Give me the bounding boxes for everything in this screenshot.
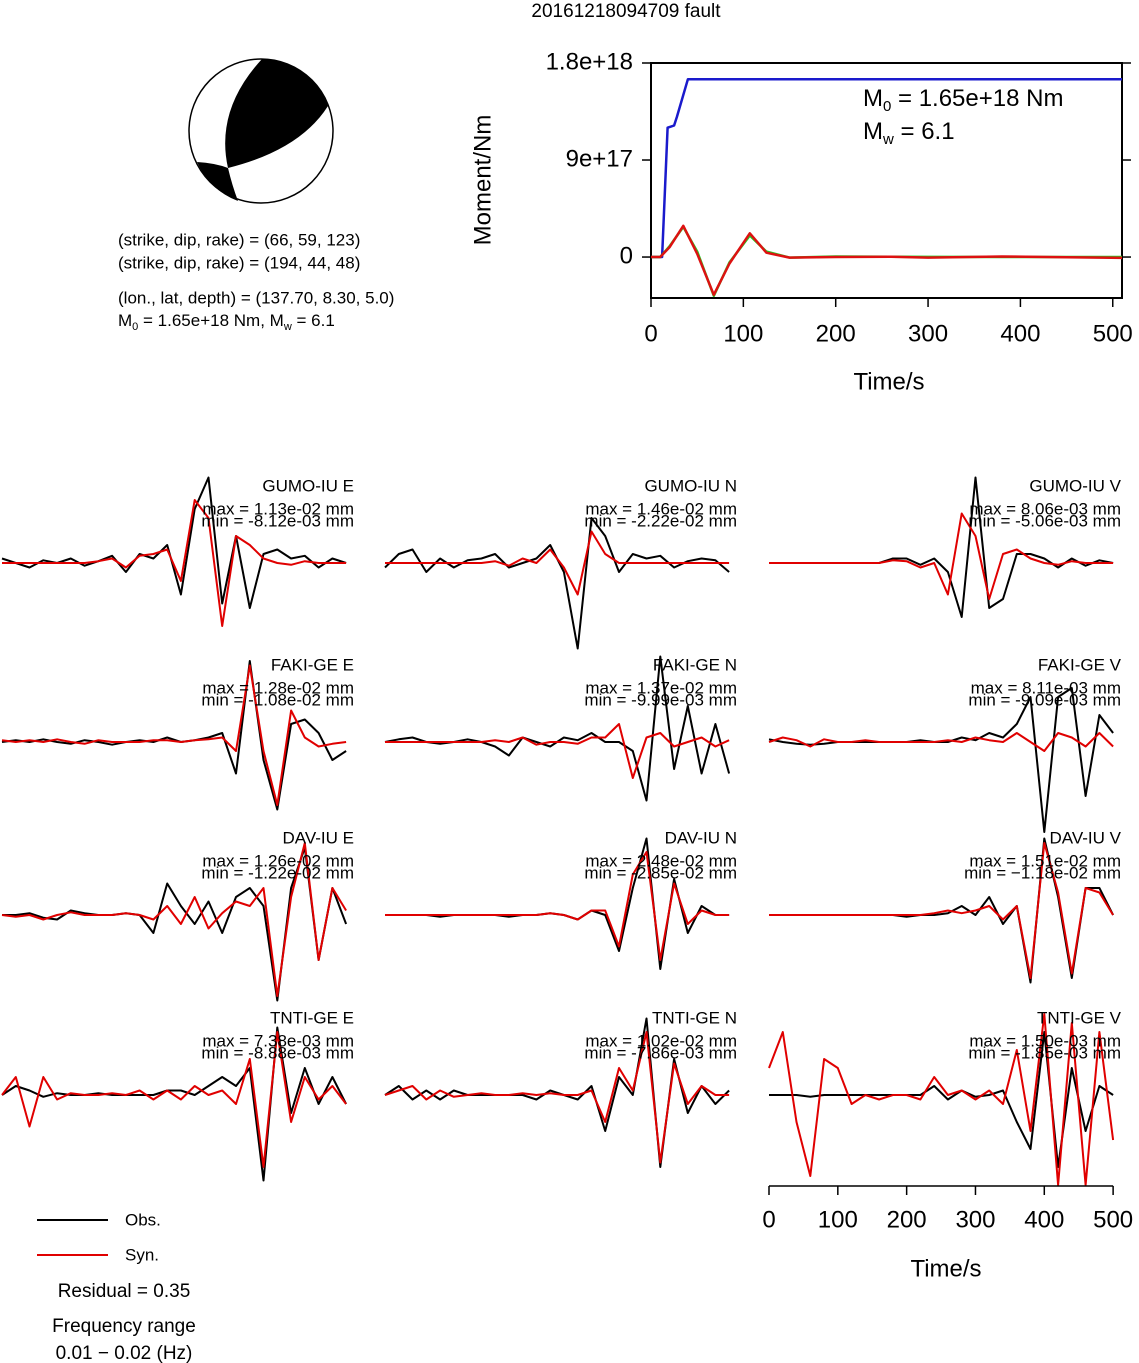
x-tick-label: 0 [644, 320, 657, 347]
info-line: M0 = 1.65e+18 Nm, Mw = 6.1 [118, 311, 335, 332]
moment-line [651, 224, 1123, 297]
synthetic-trace [1, 1031, 347, 1168]
x-tick-label: 500 [1093, 320, 1133, 347]
y-axis-title: Moment/Nm [469, 115, 496, 246]
info-part: 0 [132, 321, 138, 333]
observed-trace [1, 660, 347, 811]
min-label: min = -2.22e-02 mm [584, 511, 737, 530]
annotation-part: M [863, 118, 883, 145]
observed-trace [1, 1026, 347, 1182]
station-label: FAKI-GE E [271, 655, 354, 674]
x-tick-label: 400 [1000, 320, 1040, 347]
station-label: TNTI-GE V [1037, 1008, 1122, 1027]
annotation: M0 = 1.65e+18 Nm [863, 85, 1063, 115]
station-label: GUMO-IU N [644, 476, 737, 495]
max-label: max = 1.50e-03 mm [969, 1031, 1121, 1050]
annotation-part: = 1.65e+18 Nm [891, 85, 1063, 112]
synthetic-trace [2, 499, 347, 627]
x-tick-label: 0 [762, 1206, 775, 1233]
min-label: min = -1.22e-02 mm [201, 863, 354, 882]
synthetic-trace [768, 1013, 1115, 1186]
station-label: DAV-IU V [1050, 828, 1122, 847]
station-label: GUMO-IU E [262, 476, 354, 495]
frequency-label: 0.01 − 0.02 (Hz) [56, 1343, 193, 1363]
station-label: DAV-IU E [283, 828, 354, 847]
annotation-part: w [882, 131, 894, 148]
min-label: min = -1.08e-02 mm [201, 690, 354, 709]
info-part: M [118, 311, 132, 330]
min-label: min = -2.85e-02 mm [584, 863, 737, 882]
min-label: min = -8.12e-03 mm [201, 511, 354, 530]
min-label: min = -9.09e-03 mm [968, 690, 1121, 709]
y-tick-label: 9e+17 [566, 145, 633, 172]
x-tick-label: 200 [887, 1206, 927, 1233]
min-label: min = -7.86e-03 mm [584, 1043, 737, 1062]
synthetic-trace [769, 512, 1114, 600]
x-tick-label: 300 [955, 1206, 995, 1233]
max-label: max = 1.26e-02 mm [202, 851, 354, 870]
station-label: FAKI-GE V [1038, 655, 1122, 674]
max-label: max = 1.51e-02 mm [969, 851, 1121, 870]
station-label: TNTI-GE N [652, 1008, 737, 1027]
x-tick-label: 400 [1024, 1206, 1064, 1233]
max-label: max = 2.48e-02 mm [585, 851, 737, 870]
synthetic-trace [385, 723, 730, 779]
max-label: max = 8.11e-03 mm [971, 678, 1121, 697]
station-label: DAV-IU N [665, 828, 737, 847]
info-part: = 1.65e+18 Nm, M [138, 311, 284, 330]
annotation-part: = 6.1 [894, 118, 955, 145]
synthetic-trace [1, 842, 347, 997]
min-label: min = -9.99e-03 mm [584, 690, 737, 709]
synthetic-trace [1, 664, 347, 806]
beachball [188, 58, 334, 204]
max-label: max = 1.28e-02 mm [202, 678, 354, 697]
figure-title: 20161218094709 fault [531, 1, 721, 22]
max-label: max = 1.37e-02 mm [585, 678, 737, 697]
min-label: min = -5.06e-03 mm [968, 511, 1121, 530]
annotation-part: 0 [883, 98, 891, 115]
info-part: = 6.1 [292, 311, 335, 330]
x-tick-label: 500 [1093, 1206, 1133, 1233]
max-label: max = 8.06e-03 mm [969, 499, 1121, 518]
synthetic-trace [768, 732, 1114, 752]
min-label: min = -1.85e-03 mm [968, 1043, 1121, 1062]
x-tick-label: 300 [908, 320, 948, 347]
legend-label: Syn. [125, 1245, 159, 1264]
synthetic-trace [385, 530, 730, 596]
x-axis-title: Time/s [910, 1255, 981, 1282]
max-label: max = 1.46e-02 mm [585, 499, 737, 518]
x-axis-title: Time/s [853, 368, 924, 395]
x-tick-label: 200 [816, 320, 856, 347]
plot-frame [650, 62, 1123, 299]
info-line: (strike, dip, rake) = (194, 44, 48) [118, 253, 360, 272]
station-label: GUMO-IU V [1029, 476, 1121, 495]
y-tick-label: 1.8e+18 [546, 48, 633, 75]
moment-line [651, 77, 1122, 259]
max-label: max = 1.13e-02 mm [202, 499, 354, 518]
residual: Residual = 0.35 [58, 1281, 191, 1302]
station-label: TNTI-GE E [270, 1008, 354, 1027]
info-part: w [283, 321, 292, 333]
beachball-compression [225, 59, 328, 168]
synthetic-trace [385, 851, 730, 961]
station-label: FAKI-GE N [653, 655, 737, 674]
min-label: min = -8.88e-03 mm [201, 1043, 354, 1062]
max-label: max = 7.38e-03 mm [202, 1031, 354, 1050]
annotation-part: M [863, 85, 883, 112]
max-label: max = 1.02e-02 mm [585, 1031, 737, 1050]
synthetic-trace [384, 1031, 730, 1164]
min-label: min = −1.18e-02 mm [964, 863, 1121, 882]
y-tick-label: 0 [620, 242, 633, 269]
frequency-label: Frequency range [52, 1316, 196, 1337]
annotation: Mw = 6.1 [863, 118, 955, 148]
info-line: (lon., lat, depth) = (137.70, 8.30, 5.0) [118, 288, 394, 307]
info-line: (strike, dip, rake) = (66, 59, 123) [118, 230, 360, 249]
legend-label: Obs. [125, 1210, 161, 1229]
synthetic-trace [769, 842, 1114, 979]
x-tick-label: 100 [723, 320, 763, 347]
beachball-compression [197, 162, 238, 201]
x-tick-label: 100 [818, 1206, 858, 1233]
